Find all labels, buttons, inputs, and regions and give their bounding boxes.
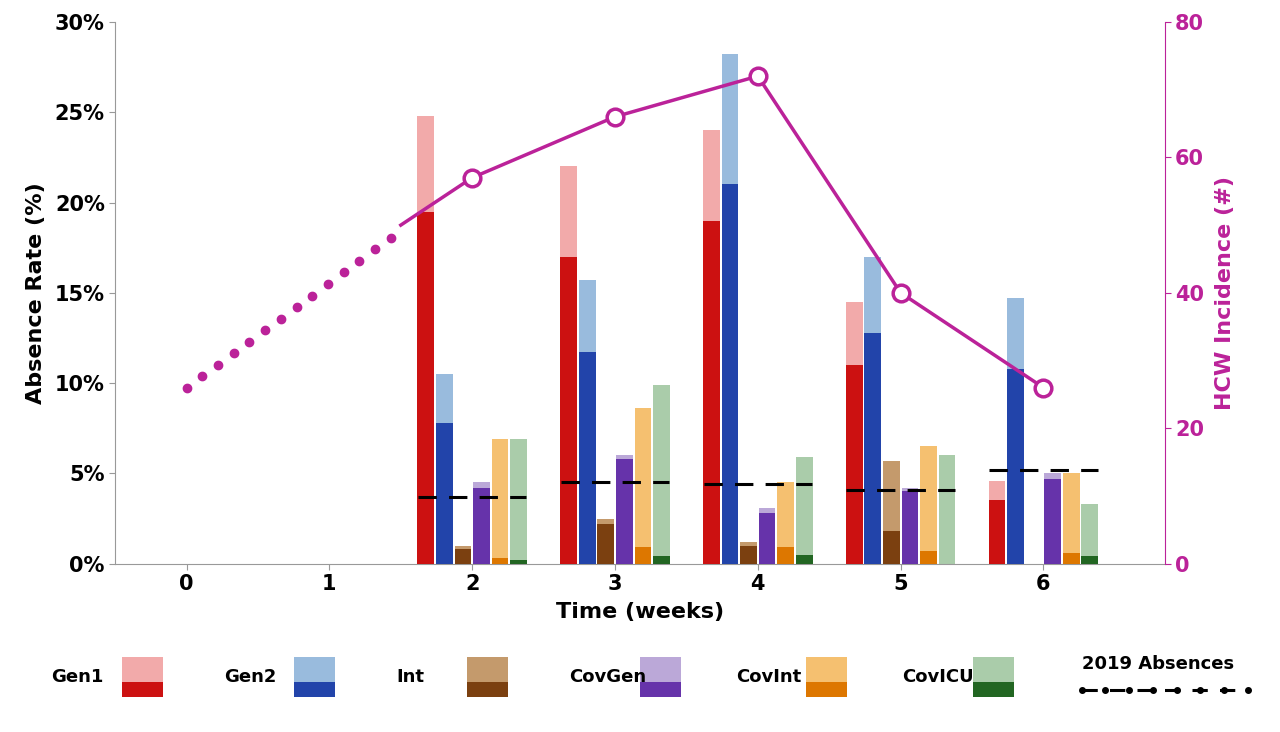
Bar — [864, 257, 881, 564]
Bar — [436, 423, 453, 564]
Bar — [846, 302, 863, 564]
Bar — [1044, 474, 1061, 564]
Y-axis label: Absence Rate (%): Absence Rate (%) — [27, 182, 46, 403]
Bar — [883, 460, 900, 564]
Bar — [653, 385, 669, 564]
Text: Gen1: Gen1 — [51, 668, 104, 686]
Bar — [616, 455, 632, 564]
Bar — [846, 365, 863, 564]
Bar — [777, 548, 794, 564]
Bar — [492, 559, 508, 564]
Bar — [598, 524, 614, 564]
Bar — [901, 488, 918, 564]
Bar — [1062, 553, 1079, 564]
Bar — [474, 482, 490, 564]
Bar — [740, 542, 756, 564]
Bar — [635, 548, 652, 564]
Bar — [1062, 474, 1079, 564]
Bar — [492, 439, 508, 564]
Y-axis label: HCW Incidence (#): HCW Incidence (#) — [1215, 176, 1235, 410]
Bar — [759, 513, 776, 564]
Bar — [703, 130, 719, 564]
Bar — [1044, 479, 1061, 564]
Bar — [796, 457, 813, 564]
Bar — [1007, 369, 1024, 564]
Bar — [901, 491, 918, 564]
Bar — [653, 556, 669, 564]
Bar — [722, 54, 739, 564]
Bar — [635, 408, 652, 564]
Bar — [1082, 504, 1098, 564]
Bar — [777, 482, 794, 564]
Bar — [561, 166, 577, 564]
Bar — [883, 531, 900, 564]
Bar — [740, 545, 756, 564]
Text: CovICU: CovICU — [902, 668, 974, 686]
Bar — [561, 257, 577, 564]
Bar — [511, 560, 527, 564]
X-axis label: Time (weeks): Time (weeks) — [556, 602, 724, 622]
Bar — [938, 455, 955, 564]
Bar — [920, 551, 937, 564]
Text: CovInt: CovInt — [736, 668, 801, 686]
Bar — [864, 332, 881, 564]
Bar — [1007, 298, 1024, 564]
Bar — [988, 501, 1005, 564]
Bar — [1082, 556, 1098, 564]
Bar — [417, 116, 434, 564]
Bar — [988, 481, 1005, 564]
Bar — [436, 374, 453, 564]
Text: 2019 Absences: 2019 Absences — [1082, 655, 1234, 673]
Bar — [579, 280, 595, 564]
Bar — [598, 518, 614, 564]
Bar — [920, 447, 937, 564]
Text: CovGen: CovGen — [570, 668, 646, 686]
Bar — [759, 508, 776, 564]
Bar — [454, 549, 471, 564]
Bar — [616, 459, 632, 564]
Bar — [579, 352, 595, 564]
Bar — [454, 545, 471, 564]
Bar — [474, 488, 490, 564]
Bar — [511, 439, 527, 564]
Bar — [703, 220, 719, 564]
Bar — [796, 555, 813, 564]
Text: Int: Int — [397, 668, 425, 686]
Bar — [417, 212, 434, 564]
Text: Gen2: Gen2 — [224, 668, 276, 686]
Bar — [722, 184, 739, 564]
